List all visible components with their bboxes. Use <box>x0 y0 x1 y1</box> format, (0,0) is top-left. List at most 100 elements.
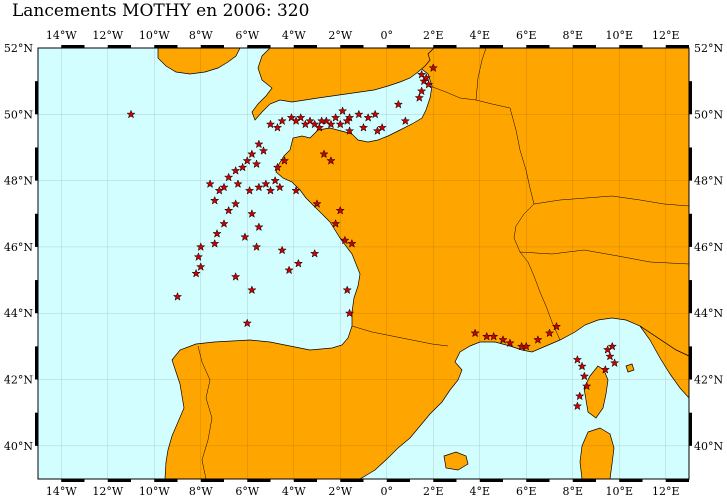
lon-tick-label-bottom: 10°W <box>139 485 170 498</box>
border-spain-portugal <box>197 345 213 480</box>
frame-bar-bottom <box>479 479 503 482</box>
frame-bar-bottom <box>433 479 457 482</box>
border-france-switzerland <box>513 203 535 263</box>
borders <box>197 47 690 480</box>
border-benelux <box>475 47 487 101</box>
frame-bar-top <box>61 45 85 48</box>
frame-bar-left <box>35 280 38 314</box>
lon-tick-label-top: 12°W <box>92 29 123 42</box>
lat-tick-label-left: 44°N <box>4 307 33 320</box>
lat-tick-label-right: 48°N <box>694 175 723 188</box>
lon-tick-label-bottom: 8°E <box>562 485 583 498</box>
border-pyrenees <box>351 325 449 347</box>
frame-bar-bottom <box>572 479 596 482</box>
lon-tick-label-bottom: 12°W <box>92 485 123 498</box>
frame-bar-bottom <box>61 479 85 482</box>
frame-bar-bottom <box>154 479 178 482</box>
frame-bar-right <box>689 213 692 247</box>
lon-tick-label-bottom: 2°W <box>328 485 352 498</box>
frame-bar-top <box>572 45 596 48</box>
lon-tick-label-bottom: 8°W <box>189 485 213 498</box>
lat-tick-label-left: 42°N <box>4 374 33 387</box>
lat-tick-label-right: 40°N <box>694 440 723 453</box>
lat-tick-label-right: 50°N <box>694 108 723 121</box>
border-alps <box>519 249 690 265</box>
frame-bar-top <box>154 45 178 48</box>
lon-tick-label-bottom: 6°E <box>516 485 537 498</box>
land-ireland <box>157 48 241 75</box>
frame-bar-bottom <box>665 479 689 482</box>
lon-tick-label-bottom: 12°E <box>652 485 680 498</box>
frame-bar-bottom <box>526 479 550 482</box>
lat-tick-label-right: 44°N <box>694 307 723 320</box>
frame-bar-bottom <box>247 479 271 482</box>
lon-tick-label-top: 2°W <box>328 29 352 42</box>
lon-tick-label-top: 6°W <box>235 29 259 42</box>
frame-bar-top <box>665 45 689 48</box>
frame-bar-right <box>689 147 692 181</box>
frame-bar-top <box>386 45 410 48</box>
frame-bar-top <box>526 45 550 48</box>
lon-tick-label-top: 14°W <box>46 29 77 42</box>
border-france-belgium <box>429 85 511 109</box>
frame-bar-right <box>689 346 692 380</box>
frame-bar-top <box>200 45 224 48</box>
frame-bar-bottom <box>293 479 317 482</box>
lon-tick-label-bottom: 6°W <box>235 485 259 498</box>
lon-tick-label-top: 12°E <box>652 29 680 42</box>
lon-tick-label-bottom: 14°W <box>46 485 77 498</box>
land-sardinia <box>579 427 615 479</box>
lon-tick-label-bottom: 4°W <box>282 485 306 498</box>
frame-bar-bottom <box>340 479 364 482</box>
frame-bar-bottom <box>386 479 410 482</box>
lon-tick-label-bottom: 10°E <box>605 485 633 498</box>
lat-tick-label-left: 50°N <box>4 108 33 121</box>
frame-bar-top <box>107 45 131 48</box>
lat-tick-label-right: 46°N <box>694 241 723 254</box>
frame-bar-right <box>689 280 692 314</box>
lat-tick-label-right: 42°N <box>694 374 723 387</box>
map-title: Lancements MOTHY en 2006: 320 <box>12 1 310 21</box>
land-group <box>157 48 689 479</box>
axis-ticks: 14°W 14°W 12°W 12°W 10°W 10°W 8°W 8°W 6°W 6°W 4°W 4… <box>4 29 724 498</box>
lon-tick-label-top: 10°W <box>139 29 170 42</box>
frame-bar-top <box>479 45 503 48</box>
frame-bar-bottom <box>200 479 224 482</box>
lon-tick-label-bottom: 4°E <box>469 485 490 498</box>
frame-bar-top <box>293 45 317 48</box>
frame-bar-top <box>340 45 364 48</box>
lon-tick-label-top: 0° <box>381 29 394 42</box>
border-france-germany <box>509 107 535 205</box>
lat-tick-label-left: 52°N <box>4 42 33 55</box>
frame-bar-top <box>433 45 457 48</box>
land-mallorca <box>443 451 469 471</box>
lat-tick-label-right: 52°N <box>694 42 723 55</box>
lon-tick-label-top: 8°W <box>189 29 213 42</box>
frame-bar-left <box>35 81 38 115</box>
frame-bar-bottom <box>107 479 131 482</box>
frame-bar-right <box>689 412 692 446</box>
land-continent <box>164 48 689 479</box>
lon-tick-label-top: 4°W <box>282 29 306 42</box>
lat-tick-label-left: 40°N <box>4 440 33 453</box>
lon-tick-label-bottom: 0° <box>381 485 394 498</box>
lat-tick-label-left: 46°N <box>4 241 33 254</box>
frame-bar-top <box>247 45 271 48</box>
lon-tick-label-bottom: 2°E <box>423 485 444 498</box>
land-britain <box>251 48 435 121</box>
lon-tick-label-top: 8°E <box>562 29 583 42</box>
frame-bars <box>35 45 692 482</box>
frame-bar-right <box>689 81 692 115</box>
frame-bar-bottom <box>619 479 643 482</box>
land-italy <box>639 325 689 399</box>
lat-tick-label-left: 48°N <box>4 175 33 188</box>
frame-bar-left <box>35 213 38 247</box>
land-elba <box>625 363 635 373</box>
frame-bar-left <box>35 147 38 181</box>
lon-tick-label-top: 4°E <box>469 29 490 42</box>
frame-bar-left <box>35 346 38 380</box>
lon-tick-label-top: 10°E <box>605 29 633 42</box>
lon-tick-label-top: 6°E <box>516 29 537 42</box>
frame-bar-left <box>35 412 38 446</box>
